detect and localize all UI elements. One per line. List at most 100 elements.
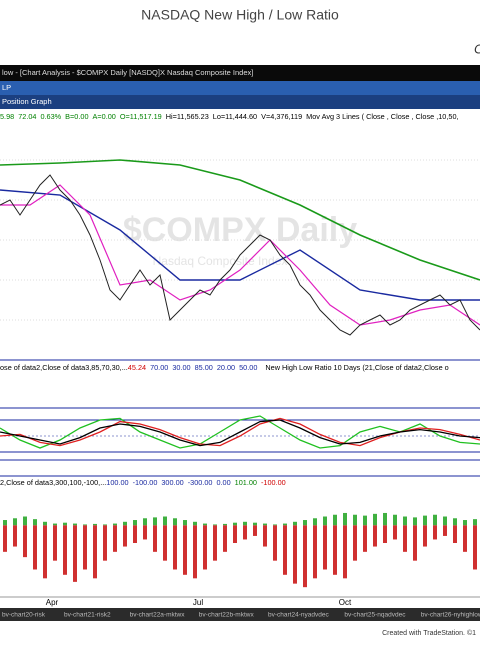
hist-bar bbox=[123, 525, 127, 547]
hist-bar bbox=[233, 525, 237, 543]
hist-bar bbox=[273, 524, 277, 526]
price-info: 5.98 72.04 0.63% B=0.00 A=0.00 O=11,517.19 Hi=… bbox=[0, 112, 459, 121]
osc-label: ose of data2,Close of data3,85,70,30,...… bbox=[0, 363, 449, 372]
label-item: 0.63% bbox=[40, 112, 61, 121]
sheet-tab[interactable]: bv-chart24-nyadvdec bbox=[268, 612, 329, 619]
window-tab[interactable]: Position Graph bbox=[2, 97, 52, 106]
hist-bar bbox=[53, 523, 57, 526]
hist-bar bbox=[223, 523, 227, 526]
hist-bar bbox=[183, 525, 187, 575]
hist-bar bbox=[123, 521, 127, 526]
hist-bar bbox=[253, 525, 257, 536]
hist-bar bbox=[403, 516, 407, 526]
hist-bar bbox=[313, 525, 317, 579]
hist-bar bbox=[93, 525, 97, 579]
hist-bar bbox=[353, 525, 357, 561]
hist-bar bbox=[393, 525, 397, 540]
toolbar bbox=[0, 81, 480, 95]
footer: Created with TradeStation. ©1 bbox=[382, 629, 476, 637]
window-titlebar bbox=[0, 65, 480, 81]
hist-bar bbox=[153, 517, 157, 526]
sheet-tab[interactable]: bv-chart22b-mktwx bbox=[199, 612, 255, 619]
hist-bar bbox=[383, 512, 387, 526]
watermark: $COMPX Daily bbox=[123, 211, 357, 249]
series-line bbox=[0, 419, 480, 447]
hist-bar bbox=[463, 520, 467, 526]
sheet-tabs bbox=[0, 608, 480, 621]
hist-bar bbox=[83, 525, 87, 570]
hist-bar bbox=[13, 518, 17, 526]
hist-label: 2,Close of data3,300,100,-100,...100.00-… bbox=[0, 478, 286, 487]
hist-bar bbox=[93, 523, 97, 526]
hist-bar bbox=[363, 515, 367, 526]
hist-bar bbox=[353, 514, 357, 526]
hist-bar bbox=[113, 525, 117, 552]
label-item: O=11,517.19 bbox=[120, 112, 162, 121]
hist-bar bbox=[363, 525, 367, 552]
hist-bar bbox=[273, 525, 277, 561]
hist-bar bbox=[173, 525, 177, 570]
hist-bar bbox=[113, 523, 117, 526]
hist-bar bbox=[263, 525, 267, 547]
month-label: Apr bbox=[46, 598, 59, 607]
label-item: 85.00 bbox=[195, 363, 213, 372]
sheet-tab[interactable]: bv-chart22a-mktwx bbox=[130, 612, 186, 619]
page-title: NASDAQ New High / Low Ratio bbox=[141, 7, 339, 23]
hist-bar bbox=[213, 524, 217, 526]
hist-bar bbox=[193, 521, 197, 526]
hist-bar bbox=[13, 525, 17, 547]
hist-bar bbox=[443, 525, 447, 536]
hist-bar bbox=[193, 525, 197, 579]
hist-bar bbox=[163, 525, 167, 561]
label-item: -100.00 bbox=[261, 478, 286, 487]
chart-area bbox=[0, 109, 480, 608]
hist-bar bbox=[313, 518, 317, 526]
sheet-tab[interactable]: bv-chart26-nyhighlow bbox=[421, 612, 480, 619]
series-line bbox=[0, 174, 480, 336]
hist-bar bbox=[103, 524, 107, 526]
hist-bar bbox=[303, 520, 307, 526]
toolbar-label[interactable]: LP bbox=[2, 83, 11, 92]
label-item: 70.00 bbox=[150, 363, 168, 372]
hist-bar bbox=[53, 525, 57, 561]
hist-bar bbox=[223, 525, 227, 552]
hist-bar bbox=[283, 525, 287, 575]
label-item: Hi=11,565.23 bbox=[166, 112, 209, 121]
hist-bar bbox=[453, 525, 457, 543]
label-item: 100.00 bbox=[106, 478, 128, 487]
hist-bar bbox=[333, 525, 337, 575]
hist-bar bbox=[243, 525, 247, 540]
hist-bar bbox=[33, 525, 37, 570]
hist-bar bbox=[73, 525, 77, 582]
hist-bar bbox=[203, 525, 207, 570]
hist-bar bbox=[83, 524, 87, 526]
label-item: 300.00 bbox=[161, 478, 183, 487]
hist-bar bbox=[183, 520, 187, 526]
hist-bar bbox=[63, 522, 67, 526]
label-item: A=0.00 bbox=[93, 112, 116, 121]
label-item: 20.00 bbox=[217, 363, 235, 372]
hist-bar bbox=[43, 525, 47, 579]
series-line bbox=[0, 159, 480, 281]
hist-bar bbox=[373, 525, 377, 547]
hist-bar bbox=[263, 523, 267, 526]
window-title: low - [Chart Analysis - $COMPX Daily [NA… bbox=[2, 68, 253, 77]
hist-bar bbox=[103, 525, 107, 561]
label-item: V=4,376,119 bbox=[261, 112, 302, 121]
label-item: 45.24 bbox=[128, 363, 146, 372]
month-label: Oct bbox=[339, 598, 352, 607]
hist-bar bbox=[33, 519, 37, 526]
label-item: New High Low Ratio 10 Days (21,Close of … bbox=[265, 363, 448, 372]
label-item: 5.98 bbox=[0, 112, 14, 121]
sheet-tab[interactable]: bv-chart21-risk2 bbox=[64, 612, 111, 619]
series-line bbox=[0, 189, 480, 301]
hist-bar bbox=[23, 525, 27, 558]
sheet-tab[interactable]: bv-chart20-risk bbox=[2, 612, 46, 619]
sheet-tab[interactable]: bv-chart25-nqadvdec bbox=[344, 612, 406, 619]
hist-bar bbox=[63, 525, 67, 575]
hist-bar bbox=[323, 516, 327, 526]
hist-bar bbox=[463, 525, 467, 552]
hist-bar bbox=[383, 525, 387, 543]
